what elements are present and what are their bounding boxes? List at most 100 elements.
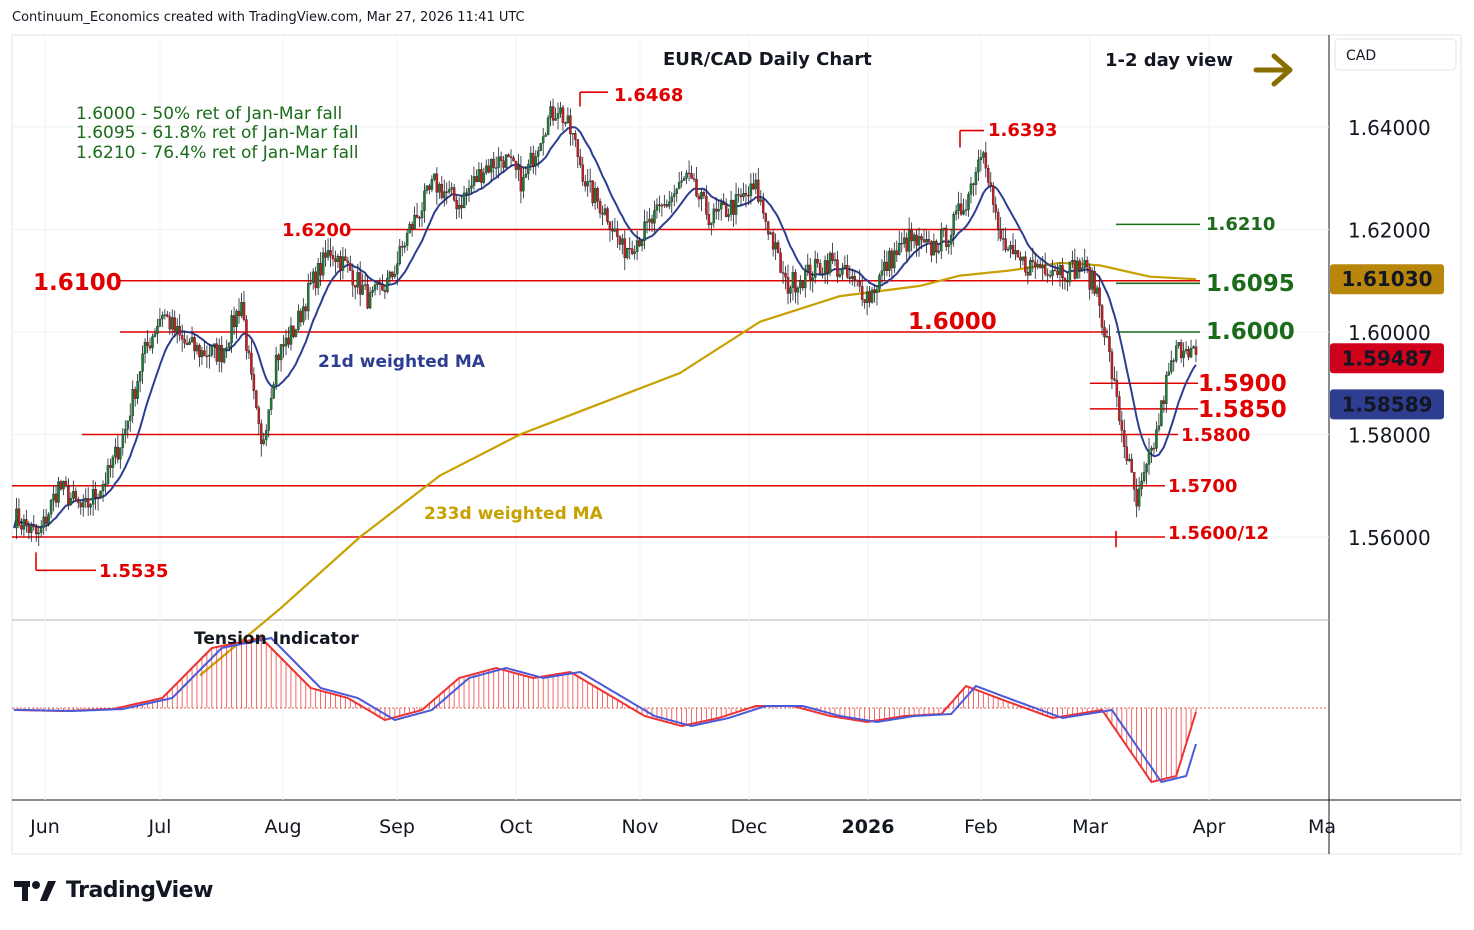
candle-body <box>1006 248 1010 251</box>
candle-body <box>954 210 958 215</box>
candle-body <box>831 252 834 261</box>
candle-body <box>806 264 810 272</box>
candle-body <box>22 519 26 530</box>
candle-body <box>645 221 649 223</box>
time-tick: Sep <box>379 816 415 838</box>
candle-body <box>376 282 379 285</box>
candle-body <box>762 199 765 214</box>
tension-indicator-pane <box>12 636 1329 784</box>
candle-body <box>171 317 174 330</box>
candle-body <box>650 218 654 224</box>
candle-body <box>475 176 478 183</box>
level-label-16468: 1.6468 <box>614 85 683 106</box>
currency-button[interactable] <box>1334 38 1457 71</box>
candle-body <box>1031 259 1035 263</box>
candle-body <box>477 169 481 183</box>
time-axis[interactable]: Jun Jul Aug Sep Oct Nov Dec 2026 Feb Mar Apr Ma <box>29 816 1336 838</box>
candle-body <box>128 415 132 422</box>
candle-body <box>1140 480 1143 489</box>
candle-body <box>371 290 374 293</box>
candle-body <box>1194 346 1198 355</box>
candle-body <box>1053 269 1057 272</box>
candle-body <box>789 287 792 294</box>
candle-body <box>101 484 105 492</box>
candle-body <box>1132 471 1136 490</box>
candle-body <box>680 180 683 183</box>
candle-body <box>124 429 127 435</box>
candle-body <box>534 156 538 167</box>
candle-body <box>1016 250 1020 258</box>
candle-body <box>682 178 686 181</box>
tradingview-logo[interactable]: TradingView <box>14 878 213 903</box>
candle-body <box>267 409 270 431</box>
candle-body <box>766 221 770 235</box>
candle-body <box>754 179 758 190</box>
candle-body <box>428 185 431 190</box>
price-axis[interactable]: 1.64000 1.62000 1.60000 1.58000 1.56000 <box>1348 116 1431 550</box>
candle-body <box>804 271 807 289</box>
candle-body <box>425 185 429 191</box>
candle-body <box>237 310 241 317</box>
candle-body <box>1113 378 1116 381</box>
candle-body <box>635 240 639 252</box>
candle-body <box>240 302 243 317</box>
candle-body <box>485 165 488 173</box>
time-tick: Mar <box>1072 816 1108 838</box>
candle-body <box>638 240 641 247</box>
candle-body <box>940 229 943 252</box>
candle-body <box>561 107 565 123</box>
candle-body <box>1155 429 1158 449</box>
candle-body <box>480 169 483 183</box>
candle-body <box>30 524 33 533</box>
osc-slow-line <box>14 636 1197 784</box>
candle-body <box>334 258 337 262</box>
candle-body <box>405 232 409 246</box>
time-tick: Apr <box>1193 816 1226 838</box>
candle-body <box>944 227 948 247</box>
price-badge <box>1330 264 1444 295</box>
candle-body <box>222 348 226 363</box>
candle-body <box>284 337 288 347</box>
candle-body <box>964 209 968 211</box>
level-label-15600: 1.5600/12 <box>1168 523 1269 544</box>
candle-body <box>210 345 214 356</box>
candle-body <box>865 291 869 303</box>
candle-body <box>719 202 723 210</box>
candle-body <box>331 255 335 260</box>
candle-body <box>440 183 444 199</box>
candle-body <box>1103 327 1106 338</box>
candle-body <box>574 133 577 140</box>
candle-body <box>74 491 78 500</box>
candle-body <box>613 228 617 232</box>
candle-body <box>1172 360 1175 362</box>
candle-body <box>344 256 347 261</box>
candle-body <box>307 283 310 312</box>
candle-body <box>1011 245 1015 255</box>
candle-body <box>398 246 402 264</box>
candle-body <box>143 341 147 354</box>
price-badge-label: 1.59487 <box>1341 346 1432 370</box>
candle-body <box>292 325 295 337</box>
candle-body <box>54 493 58 503</box>
candle-body <box>687 172 691 175</box>
candle-body <box>1130 458 1133 473</box>
candle-body <box>818 263 822 275</box>
candle-body <box>299 310 303 323</box>
candle-body <box>1152 447 1156 450</box>
candle-body <box>912 234 916 242</box>
candle-body <box>621 238 624 245</box>
candle-body <box>1162 400 1166 404</box>
candle-body <box>86 498 90 508</box>
candle-body <box>1189 347 1193 358</box>
candle-body <box>660 205 664 207</box>
candle-body <box>786 277 790 294</box>
price-badge-label: 1.58589 <box>1341 392 1432 416</box>
candle-body <box>626 248 629 259</box>
candle-body <box>227 342 231 348</box>
candle-body <box>922 239 926 243</box>
candle-body <box>1150 447 1153 451</box>
candle-body <box>1098 287 1101 306</box>
candle-body <box>351 270 355 286</box>
candle-body <box>42 516 45 528</box>
